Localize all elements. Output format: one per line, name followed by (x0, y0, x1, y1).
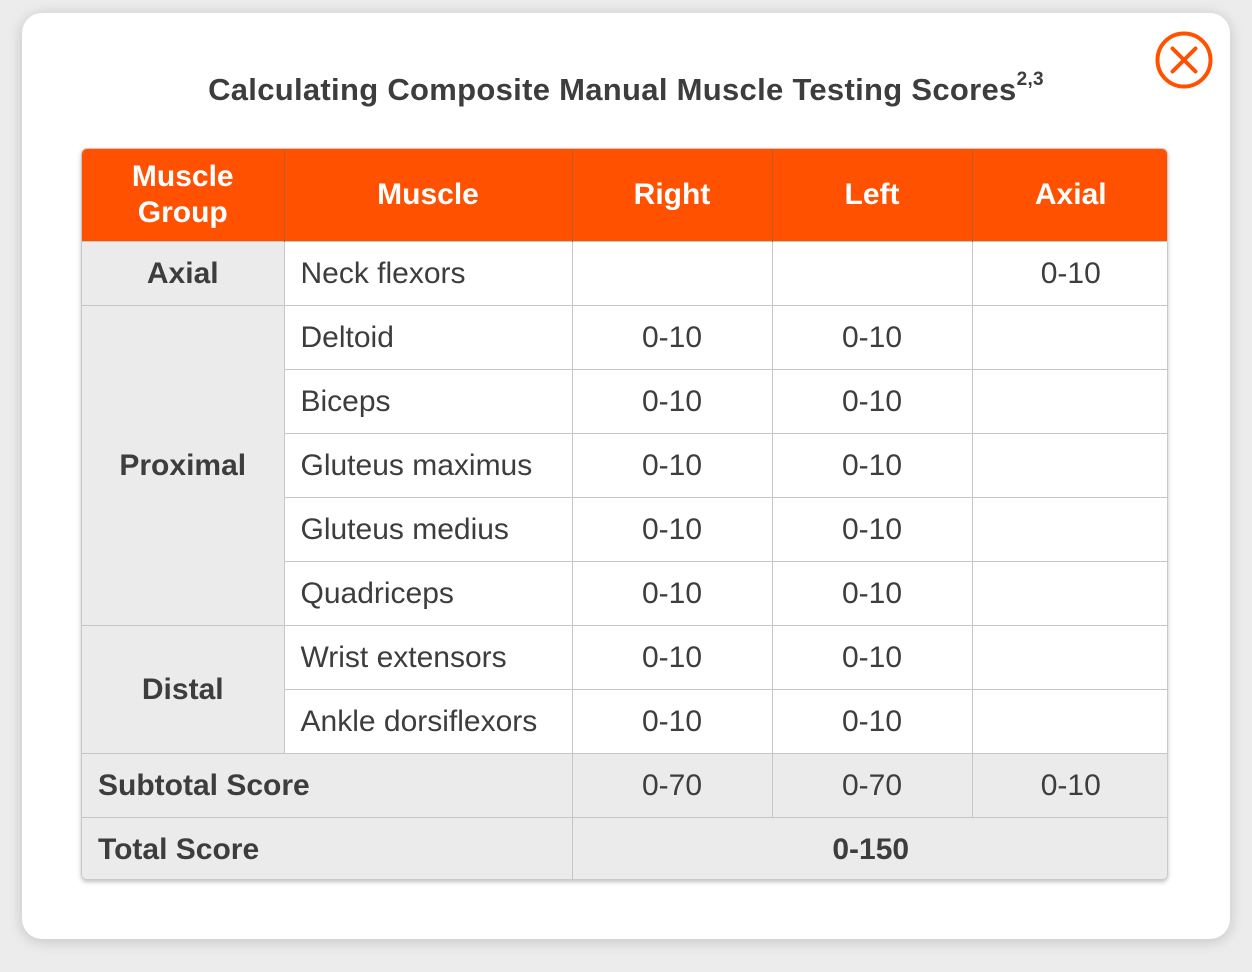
muscle-cell: Deltoid (283, 305, 573, 370)
modal-title: Calculating Composite Manual Muscle Test… (0, 68, 1252, 108)
subtotal-axial: 0-10 (971, 753, 1167, 818)
table-row: Gluteus maximus 0-10 0-10 (82, 433, 1167, 498)
left-cell: 0-10 (771, 305, 973, 370)
muscle-cell: Ankle dorsiflexors (284, 689, 573, 754)
right-cell: 0-10 (571, 625, 773, 690)
axial-cell (971, 497, 1167, 562)
header-muscle: Muscle (284, 149, 573, 242)
right-cell: 0-10 (571, 689, 773, 754)
muscle-cell: Wrist extensors (283, 625, 573, 690)
axial-cell (971, 369, 1167, 434)
right-cell: 0-10 (571, 497, 773, 562)
header-muscle-group: Muscle Group (82, 149, 285, 242)
muscle-cell: Gluteus medius (284, 497, 573, 562)
right-cell: 0-10 (571, 433, 773, 498)
group-axial: Axial (82, 241, 285, 306)
axial-cell: 0-10 (971, 241, 1167, 306)
title-superscript: 2,3 (1016, 68, 1044, 90)
scores-table: Muscle Group Muscle Right Left Axial Axi… (81, 148, 1168, 880)
group-proximal: Proximal (82, 305, 285, 626)
total-row: Total Score 0-150 (82, 817, 1167, 879)
subtotal-label: Subtotal Score (82, 753, 573, 818)
left-cell: 0-10 (771, 625, 973, 690)
table-row: Biceps 0-10 0-10 (82, 369, 1167, 434)
muscle-cell: Biceps (284, 369, 573, 434)
subtotal-row: Subtotal Score 0-70 0-70 0-10 (82, 753, 1167, 818)
left-cell: 0-10 (771, 497, 973, 562)
total-label: Total Score (82, 817, 573, 879)
subtotal-right: 0-70 (571, 753, 773, 818)
right-cell (571, 241, 773, 306)
axial-cell (971, 305, 1167, 370)
table-row: Quadriceps 0-10 0-10 (82, 561, 1167, 626)
subtotal-left: 0-70 (771, 753, 973, 818)
table-row: Axial Neck flexors 0-10 (82, 241, 1167, 306)
right-cell: 0-10 (571, 561, 773, 626)
table-row: Ankle dorsiflexors 0-10 0-10 (82, 689, 1167, 754)
axial-cell (971, 561, 1167, 626)
muscle-cell: Neck flexors (283, 241, 573, 306)
left-cell (771, 241, 973, 306)
right-cell: 0-10 (571, 369, 773, 434)
close-button[interactable] (1154, 30, 1214, 90)
close-circle-icon (1155, 31, 1213, 89)
total-value: 0-150 (571, 817, 1167, 879)
table-row: Gluteus medius 0-10 0-10 (82, 497, 1167, 562)
left-cell: 0-10 (771, 561, 973, 626)
muscle-cell: Gluteus maximus (284, 433, 573, 498)
table-row: Distal Wrist extensors 0-10 0-10 (82, 625, 1167, 754)
group-distal: Distal (82, 625, 285, 754)
axial-cell (971, 625, 1167, 690)
header-axial: Axial (972, 149, 1167, 242)
left-cell: 0-10 (771, 689, 973, 754)
left-cell: 0-10 (771, 369, 973, 434)
axial-cell (971, 433, 1167, 498)
right-cell: 0-10 (571, 305, 773, 370)
axial-cell (971, 689, 1167, 754)
header-left: Left (772, 149, 973, 242)
table-row: Proximal Deltoid 0-10 0-10 (82, 305, 1167, 626)
muscle-cell: Quadriceps (284, 561, 573, 626)
header-right: Right (572, 149, 773, 242)
left-cell: 0-10 (771, 433, 973, 498)
header-row: Muscle Group Muscle Right Left Axial (82, 149, 1167, 242)
title-text: Calculating Composite Manual Muscle Test… (208, 72, 1017, 107)
